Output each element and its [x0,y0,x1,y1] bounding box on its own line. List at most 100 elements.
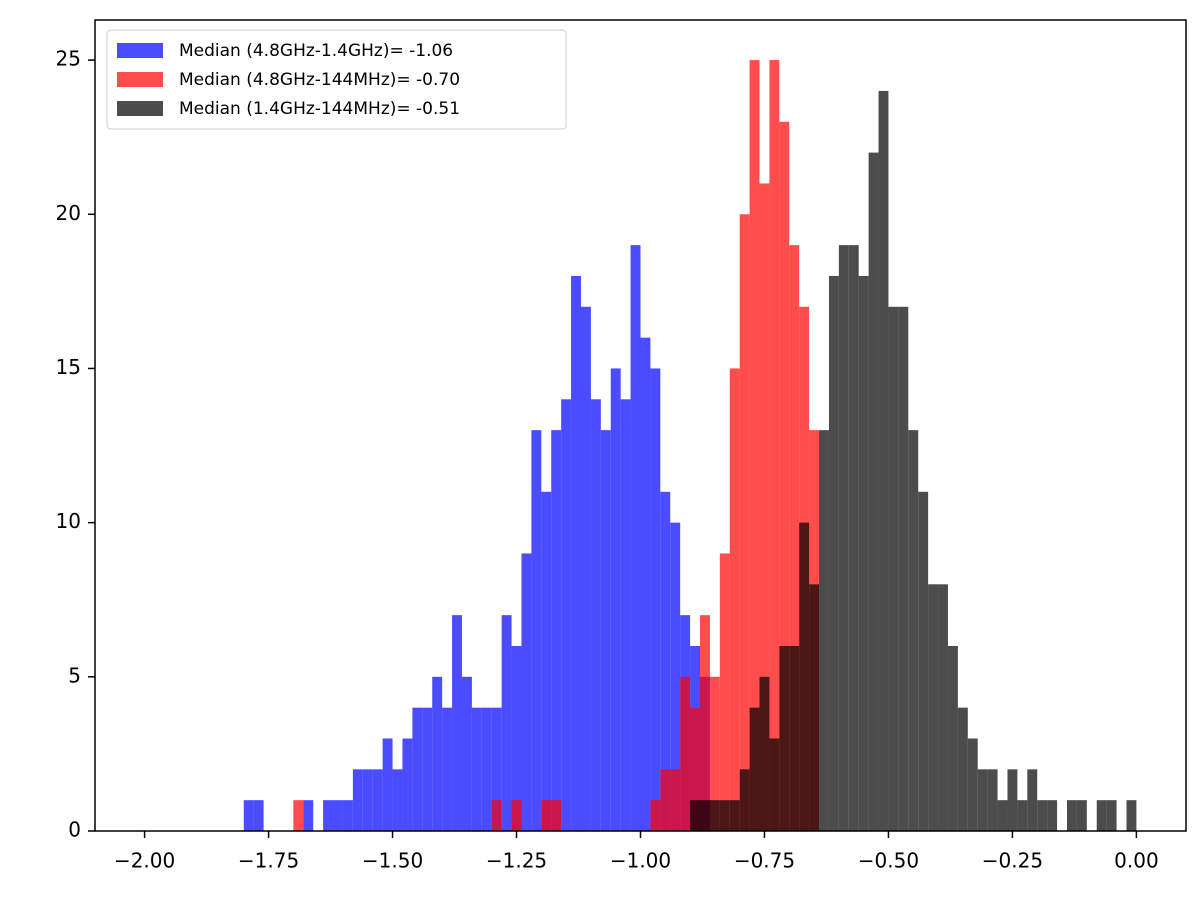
bar [838,245,849,832]
bar [918,491,929,831]
bar [670,769,681,831]
bar [938,584,948,831]
x-tick-label: −0.25 [982,849,1043,873]
bar [600,430,611,831]
x-tick-label: −0.75 [734,849,795,873]
bar [670,522,681,831]
bar [402,738,413,831]
bar [769,60,780,831]
bar [709,676,720,831]
bar [640,337,651,831]
bar [809,584,820,831]
bar [362,769,373,831]
x-tick-label: 0.00 [1114,849,1159,873]
bar [779,645,790,831]
bar [491,707,502,831]
y-tick-label: 5 [68,663,81,687]
bar [412,707,423,831]
bar [729,368,740,831]
legend-label: Median (4.8GHz-1.4GHz)= -1.06 [179,41,453,61]
bar [749,60,760,831]
y-tick-label: 25 [56,47,81,71]
bar [333,800,343,831]
bar [819,430,829,831]
x-tick-label: −1.00 [610,849,671,873]
bar [878,90,889,832]
legend: Median (4.8GHz-1.4GHz)= -1.06 Median (4.8… [106,29,567,130]
bar [610,368,621,831]
bar [690,707,701,831]
y-tick-label: 15 [56,355,81,379]
bar [342,800,353,831]
bar [719,553,730,831]
bar [253,800,264,831]
legend-frame [106,29,567,130]
bar [1126,800,1137,831]
bar [422,707,433,831]
bar [1096,800,1107,831]
bar [243,800,254,831]
bar [739,214,750,831]
bar [551,430,562,831]
bar [848,245,859,832]
bar [442,707,453,831]
bar [709,800,720,831]
bar [551,800,562,831]
bar [997,800,1008,831]
bar [729,800,740,831]
bar [769,738,780,831]
bar [1037,800,1048,831]
axes: −2.00 −1.75 −1.50 −1.25 −1.00 −0.75 −0.50 −0.25… [56,47,1159,873]
bar [1106,800,1117,831]
bar [719,800,730,831]
bar [471,707,482,831]
bar [700,800,710,831]
bar [590,399,601,831]
bar [650,368,661,831]
bar [749,707,760,831]
bar [1066,800,1077,831]
bar [491,800,502,831]
bars [243,60,1137,832]
bar [392,769,403,831]
bar [511,800,522,831]
legend-swatch [117,72,163,87]
x-tick-label: −2.00 [114,849,175,873]
bar [293,800,304,831]
bar [759,183,770,831]
bar [700,615,710,831]
bar [481,707,492,831]
bar [452,615,462,831]
bar [957,707,968,831]
bar [898,306,909,831]
bar [461,676,472,831]
x-tick-label: −1.50 [362,849,423,873]
bar [571,275,581,831]
x-tick-label: −1.75 [238,849,299,873]
bar [1027,769,1038,831]
legend-label: Median (1.4GHz-144MHz)= -0.51 [179,99,460,119]
bar [432,676,443,831]
bar [511,645,522,831]
bar [799,522,810,831]
legend-swatch [117,101,163,116]
bar [680,676,691,831]
x-tick-label: −1.25 [486,849,547,873]
bar [303,800,314,831]
bar [789,645,800,831]
bar [739,769,750,831]
bar [660,769,671,831]
bar [1076,800,1087,831]
bar [690,800,701,831]
bar [928,584,939,831]
bar [372,769,383,831]
bar [779,121,790,832]
bar [541,491,552,831]
bar [521,553,532,831]
bar [630,245,641,832]
bar [541,800,552,831]
y-tick-label: 0 [68,818,81,842]
bar [1047,800,1058,831]
legend-swatch [117,43,163,58]
